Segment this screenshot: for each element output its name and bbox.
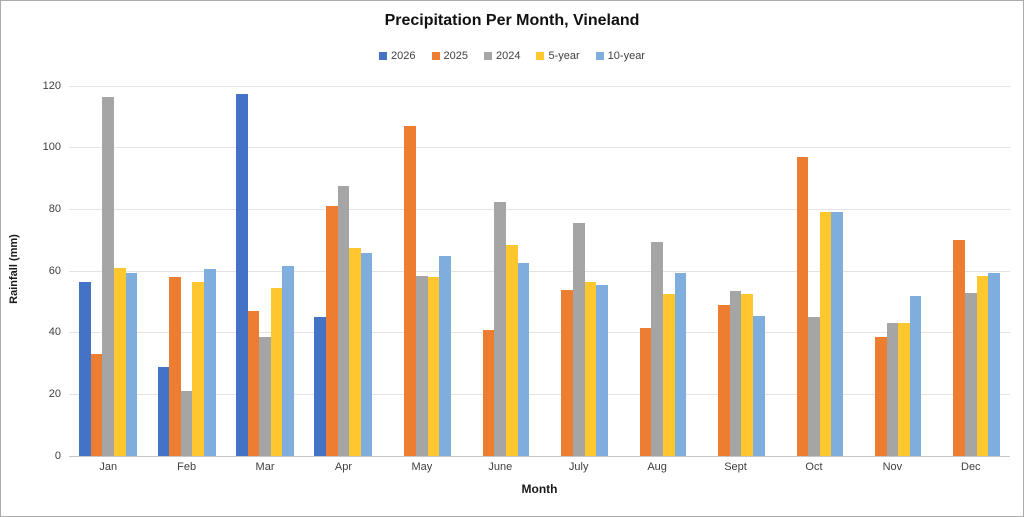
x-tick-label: Jan [99, 461, 118, 473]
x-axis-title: Month [521, 482, 558, 496]
legend-swatch-icon [431, 52, 440, 60]
x-tick-label: May [411, 461, 433, 473]
bar-2024-May [416, 275, 428, 456]
legend-swatch-icon [484, 52, 492, 60]
x-tick-label: Aug [647, 461, 667, 473]
legend-swatch-icon [379, 52, 388, 60]
legend-label: 5-year [548, 50, 580, 62]
bar-10-year-Jan [125, 272, 138, 456]
legend-item: 10-year [595, 50, 645, 62]
bar-10-year-May [439, 255, 451, 456]
y-tick-label: 60 [48, 264, 61, 277]
chart-title: Precipitation Per Month, Vineland [384, 12, 640, 29]
bar-2024-Dec [964, 292, 977, 456]
bar-5-year-Nov [898, 323, 910, 456]
x-tick-label: June [488, 461, 513, 473]
bar-2025-Oct [796, 156, 809, 456]
bar-10-year-Aug [674, 272, 687, 456]
legend-label: 2026 [391, 50, 416, 62]
x-tick-label: Nov [882, 461, 903, 473]
y-tick-label: 100 [42, 141, 61, 154]
bar-2026-Apr [314, 317, 327, 456]
bar-2024-June [494, 201, 507, 456]
bar-5-year-Dec [976, 275, 989, 456]
legend-label: 2024 [496, 50, 521, 62]
y-tick-label: 80 [48, 202, 61, 215]
gridline [69, 85, 1010, 87]
bar-10-year-July [596, 284, 608, 456]
bar-5-year-Feb [192, 281, 205, 456]
x-tick-label: Mar [255, 461, 275, 473]
legend-item: 2026 [379, 50, 416, 62]
bar-5-year-Oct [819, 212, 832, 456]
bar-2026-Feb [157, 366, 170, 456]
gridline [69, 147, 1010, 149]
bar-10-year-Feb [204, 269, 216, 456]
bar-2026-Mar [236, 93, 248, 456]
x-tick-label: Feb [177, 461, 197, 473]
bar-2024-Oct [808, 317, 820, 456]
gridline [69, 270, 1010, 272]
x-axis-line [69, 456, 1010, 457]
x-tick-label: Sept [724, 461, 747, 473]
legend-label: 2025 [443, 50, 468, 62]
bar-2025-Jan [90, 354, 103, 456]
bar-10-year-June [517, 263, 530, 456]
gridline [69, 332, 1010, 334]
gridline [69, 393, 1010, 395]
bar-10-year-Nov [909, 295, 922, 456]
y-tick-label: 20 [48, 387, 61, 400]
bar-2026-Jan [79, 281, 91, 456]
bar-10-year-Apr [360, 252, 373, 456]
bar-2025-June [482, 329, 495, 456]
bar-2024-Sept [729, 291, 742, 456]
bar-2024-July [572, 223, 585, 456]
bar-2025-July [561, 289, 573, 456]
bar-2024-Apr [337, 186, 350, 456]
y-tick-label: 120 [42, 79, 61, 92]
bar-2025-Dec [953, 240, 965, 456]
y-tick-label: 0 [54, 449, 61, 462]
bar-2024-Jan [102, 96, 114, 456]
bar-2025-Sept [718, 304, 730, 456]
bar-2024-Aug [651, 241, 663, 456]
legend-swatch-icon [536, 52, 545, 60]
plot-area [69, 85, 1010, 457]
bar-10-year-Sept [752, 315, 765, 456]
bar-10-year-Mar [282, 266, 295, 456]
bar-5-year-Sept [741, 294, 753, 456]
bar-5-year-July [584, 281, 597, 456]
x-tick-label: July [568, 461, 589, 473]
bar-5-year-Apr [349, 247, 361, 456]
bar-5-year-Jan [114, 267, 126, 456]
bar-5-year-Aug [662, 294, 675, 456]
bar-5-year-June [506, 244, 518, 456]
x-tick-label: Apr [334, 461, 353, 473]
x-tick-label: Oct [805, 461, 823, 473]
y-axis-title: Rainfall (mm) [8, 234, 20, 304]
bar-10-year-Oct [831, 212, 843, 456]
bar-2025-Mar [247, 311, 260, 456]
bar-2025-Apr [326, 206, 338, 456]
legend-item: 2024 [484, 50, 520, 62]
bar-2025-Nov [874, 337, 887, 456]
bar-5-year-Mar [270, 287, 283, 456]
bar-2025-May [404, 126, 417, 456]
legend-label: 10-year [607, 50, 645, 62]
legend: 2026 2025 2024 5-year 10-year [1, 50, 1023, 62]
y-tick-label: 40 [48, 326, 61, 339]
legend-swatch-icon [595, 52, 604, 60]
bar-5-year-May [427, 277, 440, 456]
legend-item: 2025 [431, 50, 468, 62]
bar-2024-Nov [886, 323, 899, 456]
legend-item: 5-year [536, 50, 580, 62]
x-tick-label: Dec [961, 461, 981, 473]
bar-2024-Feb [180, 391, 193, 456]
bar-2025-Aug [639, 328, 652, 456]
gridline [69, 208, 1010, 210]
bar-2025-Feb [169, 277, 181, 456]
bar-2024-Mar [259, 337, 271, 456]
bar-10-year-Dec [988, 272, 1000, 456]
